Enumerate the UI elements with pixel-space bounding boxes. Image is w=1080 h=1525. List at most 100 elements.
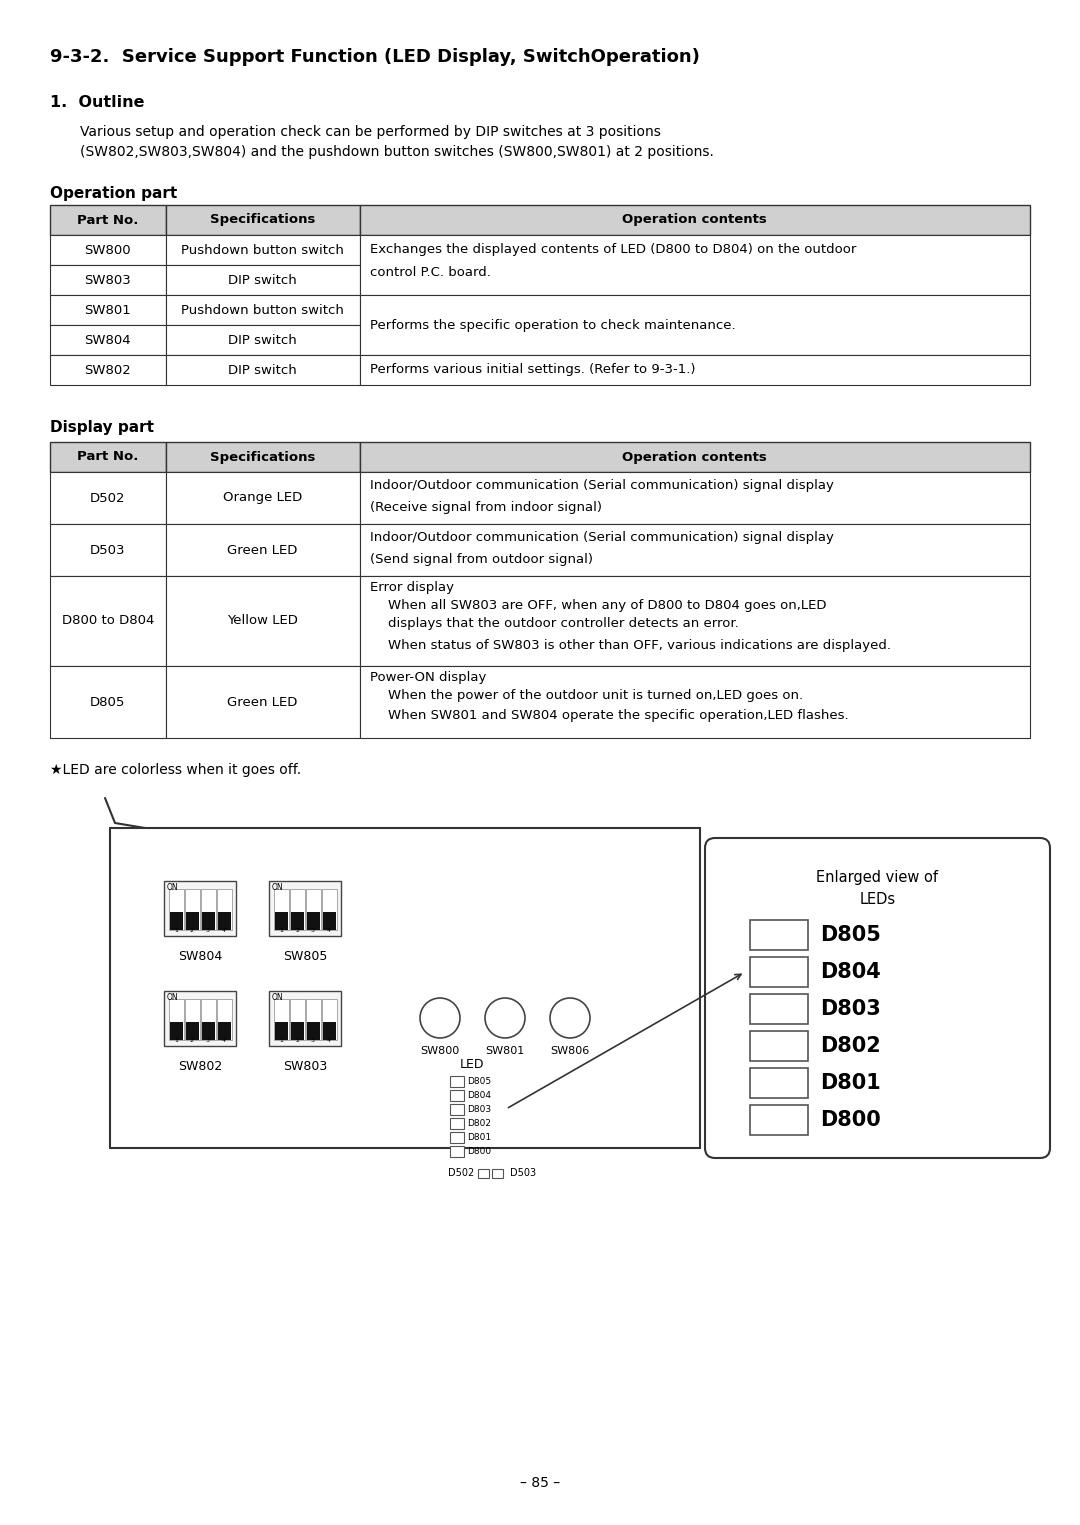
Text: Yellow LED: Yellow LED [227, 615, 298, 627]
Text: When status of SW803 is other than OFF, various indications are displayed.: When status of SW803 is other than OFF, … [388, 639, 891, 653]
Bar [217, 912, 230, 930]
Bar [750, 920, 808, 950]
Bar [492, 1170, 503, 1177]
Text: D800: D800 [467, 1147, 491, 1156]
Bar [360, 355, 1030, 384]
Bar [450, 1132, 464, 1144]
Text: 3: 3 [311, 1039, 315, 1043]
Bar [216, 999, 231, 1040]
Text: D805: D805 [467, 1077, 491, 1086]
Circle shape [420, 997, 460, 1039]
Bar [289, 889, 305, 930]
Bar [50, 204, 165, 235]
Bar [50, 442, 165, 473]
Text: Specifications: Specifications [210, 214, 315, 227]
Text: 1: 1 [279, 1039, 283, 1043]
Bar [269, 880, 341, 935]
Text: displays that the outdoor controller detects an error.: displays that the outdoor controller det… [388, 618, 739, 630]
Bar [170, 912, 183, 930]
Text: Power-ON display: Power-ON display [369, 671, 486, 685]
Bar [360, 442, 1030, 473]
Text: Exchanges the displayed contents of LED (D800 to D804) on the outdoor: Exchanges the displayed contents of LED … [369, 244, 856, 256]
Text: D802: D802 [820, 1035, 881, 1055]
Text: Enlarged view of: Enlarged view of [816, 869, 939, 884]
Circle shape [485, 997, 525, 1039]
Text: When all SW803 are OFF, when any of D800 to D804 goes on,LED: When all SW803 are OFF, when any of D800… [388, 599, 826, 613]
Bar [165, 204, 360, 235]
Bar [274, 912, 287, 930]
Text: DIP switch: DIP switch [228, 273, 297, 287]
Bar [360, 666, 1030, 738]
Text: Pushdown button switch: Pushdown button switch [181, 303, 345, 317]
Bar [360, 525, 1030, 576]
Bar [322, 999, 337, 1040]
Bar [50, 576, 165, 666]
Text: SW800: SW800 [84, 244, 131, 256]
Text: ★LED are colorless when it goes off.: ★LED are colorless when it goes off. [50, 762, 301, 778]
Text: SW803: SW803 [283, 1060, 327, 1072]
Text: 2: 2 [295, 929, 299, 933]
Text: ON: ON [167, 883, 178, 892]
Bar [750, 1068, 808, 1098]
Text: ON: ON [272, 883, 284, 892]
Text: 2: 2 [295, 1039, 299, 1043]
Bar [323, 1022, 336, 1040]
Text: LEDs: LEDs [860, 892, 895, 907]
Text: (Receive signal from indoor signal): (Receive signal from indoor signal) [369, 502, 602, 514]
Bar [201, 889, 216, 930]
Bar [217, 1022, 230, 1040]
Bar [450, 1090, 464, 1101]
Text: 2: 2 [190, 1039, 194, 1043]
Text: Green LED: Green LED [228, 543, 298, 557]
Text: 1: 1 [174, 1039, 178, 1043]
Bar [50, 235, 165, 265]
Bar [360, 235, 1030, 294]
Bar [202, 912, 215, 930]
Bar [306, 889, 321, 930]
Bar [269, 991, 341, 1046]
Bar [750, 1106, 808, 1135]
Bar [289, 999, 305, 1040]
Bar [360, 204, 1030, 235]
Text: SW805: SW805 [283, 950, 327, 962]
Text: (SW802,SW803,SW804) and the pushdown button switches (SW800,SW801) at 2 position: (SW802,SW803,SW804) and the pushdown but… [80, 145, 714, 159]
Bar [165, 525, 360, 576]
Bar [450, 1145, 464, 1157]
Bar [750, 1031, 808, 1061]
Bar [450, 1077, 464, 1087]
Text: Indoor/Outdoor communication (Serial communication) signal display: Indoor/Outdoor communication (Serial com… [369, 479, 834, 493]
Text: LED: LED [460, 1058, 484, 1071]
Bar [185, 889, 200, 930]
Bar [291, 1022, 303, 1040]
Bar [750, 994, 808, 1023]
Text: SW800: SW800 [420, 1046, 460, 1055]
Bar [165, 265, 360, 294]
Bar [202, 1022, 215, 1040]
Bar [450, 1104, 464, 1115]
Bar [168, 999, 184, 1040]
Text: D803: D803 [467, 1106, 491, 1113]
Text: D802: D802 [467, 1119, 491, 1128]
Text: SW803: SW803 [84, 273, 131, 287]
Bar [185, 999, 200, 1040]
Bar [170, 1022, 183, 1040]
Bar [323, 912, 336, 930]
Bar [273, 889, 288, 930]
Bar [164, 991, 237, 1046]
Text: ON: ON [167, 993, 178, 1002]
Bar [50, 355, 165, 384]
Bar [165, 325, 360, 355]
Bar [360, 294, 1030, 355]
Text: Green LED: Green LED [228, 695, 298, 709]
Text: D503: D503 [90, 543, 125, 557]
Bar [164, 880, 237, 935]
Text: D503: D503 [510, 1168, 536, 1177]
Bar [274, 1022, 287, 1040]
Text: D801: D801 [820, 1074, 881, 1093]
Text: control P.C. board.: control P.C. board. [369, 267, 490, 279]
Bar [50, 265, 165, 294]
Bar [291, 912, 303, 930]
Text: Pushdown button switch: Pushdown button switch [181, 244, 345, 256]
Text: Display part: Display part [50, 419, 154, 435]
Text: D800: D800 [820, 1110, 881, 1130]
